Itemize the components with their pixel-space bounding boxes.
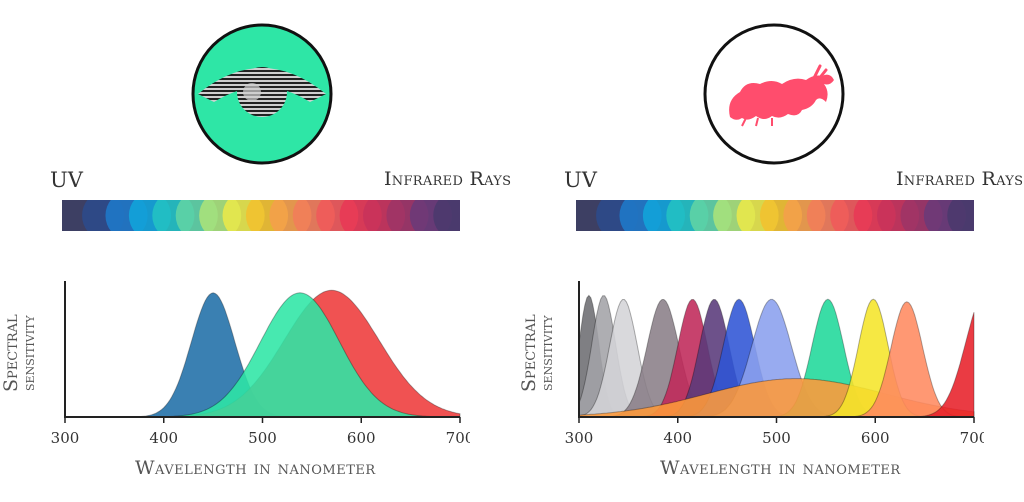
spectrum-swatch <box>433 200 460 231</box>
x-tick-label: 400 <box>663 429 692 447</box>
x-tick-label: 700 <box>446 429 470 447</box>
human-vision-panel: UV Infrared Rays Spectral sensitivity 30… <box>0 22 512 479</box>
x-tick-label: 500 <box>762 429 791 447</box>
x-tick-label: 300 <box>565 429 594 447</box>
y-axis-label: Spectral sensitivity <box>518 314 556 392</box>
x-tick-label: 600 <box>861 429 890 447</box>
x-tick-label: 500 <box>248 429 277 447</box>
color-spectrum-bar <box>62 200 460 231</box>
color-spectrum-bar <box>576 200 974 231</box>
x-tick-label: 600 <box>347 429 376 447</box>
x-tick-label: 700 <box>960 429 984 447</box>
y-axis-label: Spectral sensitivity <box>0 314 38 392</box>
uv-label: UV <box>50 168 83 192</box>
human-eye-icon <box>190 22 335 167</box>
infrared-label: Infrared Rays <box>384 168 512 190</box>
spectral-sensitivity-chart: 300 400 500 600 700 <box>51 281 470 447</box>
mantis-shrimp-vision-panel: UV Infrared Rays Spectral sensitivity 30… <box>512 0 1024 502</box>
spectral-sensitivity-chart: 300 400 500 600 700 <box>565 281 984 447</box>
uv-label: UV <box>564 168 597 192</box>
mantis-shrimp-icon <box>702 22 847 167</box>
x-tick-label: 300 <box>51 429 80 447</box>
infrared-label: Infrared Rays <box>896 168 1024 190</box>
x-axis-label: Wavelength in nanometer <box>660 457 901 479</box>
x-axis-label: Wavelength in nanometer <box>135 457 376 479</box>
spectrum-swatch <box>947 200 974 231</box>
x-tick-label: 400 <box>149 429 178 447</box>
